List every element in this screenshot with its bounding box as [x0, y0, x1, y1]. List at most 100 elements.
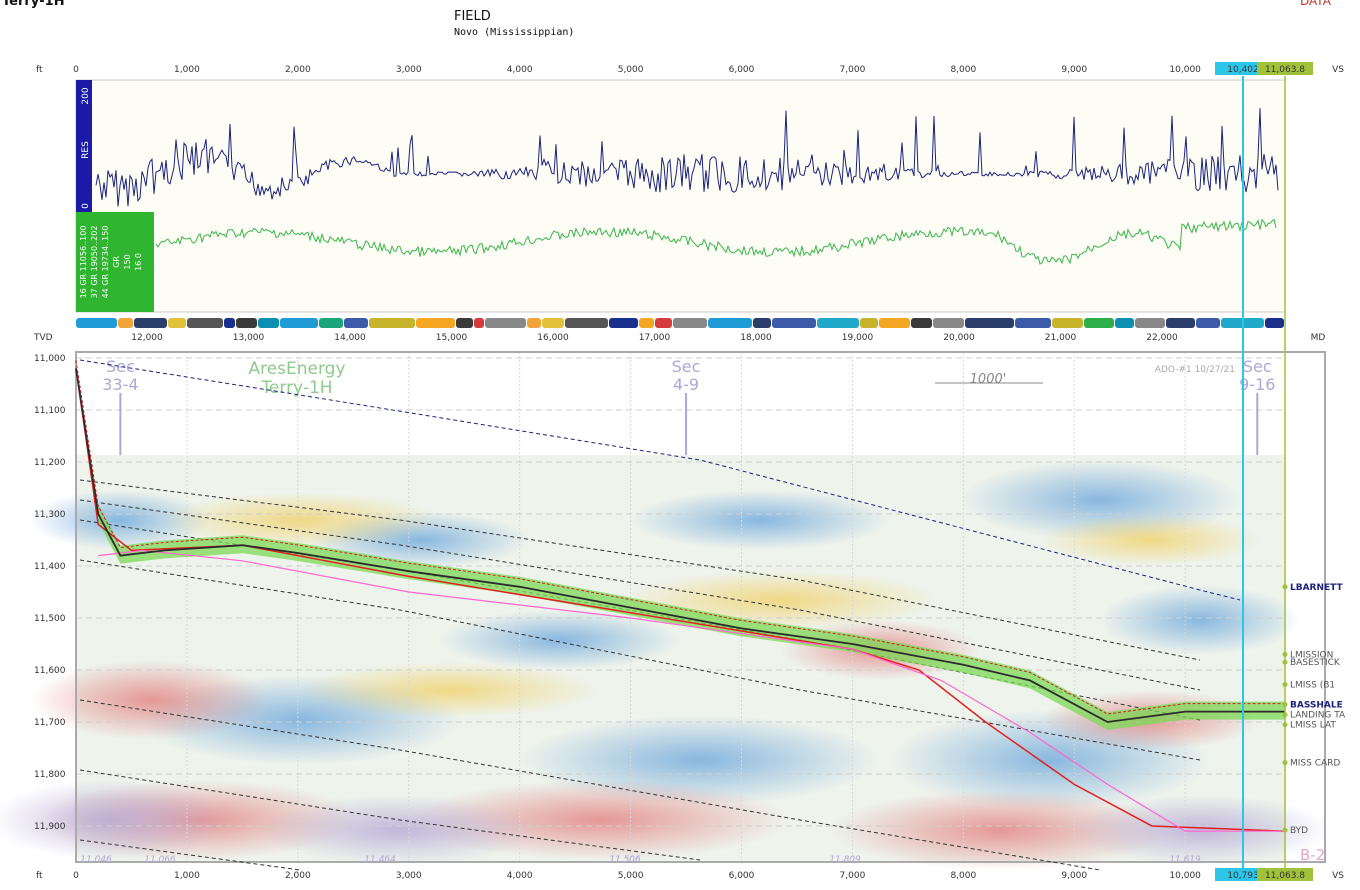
dip-line	[79, 499, 1201, 691]
formation-strip-segment	[860, 318, 878, 328]
gr-band-label: 16 GR 11056..100	[79, 226, 88, 299]
tvd-axis-tick: 11,400	[34, 562, 66, 572]
bottom-md-tick: 11,066	[144, 855, 176, 865]
axes: ft 0 1,000 2,000 3,000 4,000 5,000 6,000 7,000 8,…	[33, 62, 1344, 881]
formation-strip-segment	[118, 318, 133, 328]
gr-band	[76, 212, 154, 312]
stamp-label: ADO-#1 10/27/21	[1155, 365, 1235, 375]
formation-strip-segment	[76, 318, 117, 328]
well-path-upper	[75, 360, 1285, 715]
corner-label: B-2	[1300, 846, 1325, 864]
tvd-axis-tick: 11,700	[34, 718, 66, 728]
res-curve	[95, 108, 1279, 207]
seismic-background	[0, 455, 1330, 870]
bottom-axis-tick: 9,000	[1061, 871, 1087, 881]
bottom-md-tick: 11,506	[609, 855, 641, 865]
bottom-axis-tick: 8,000	[950, 871, 976, 881]
seismic-blob	[160, 492, 440, 548]
formation-strip-segment	[639, 318, 654, 328]
seismic-blob	[30, 660, 270, 740]
bottom-md-box	[1257, 868, 1313, 881]
formation-strip-segment	[474, 318, 484, 328]
formation-strip-segment	[134, 318, 167, 328]
formation-strip-segment	[1166, 318, 1195, 328]
formation-strip-segment	[224, 318, 235, 328]
well-label: Terry-1H	[260, 378, 332, 398]
formation-strip-segment	[1265, 318, 1284, 328]
well-path	[75, 368, 1285, 723]
dip-line	[79, 769, 701, 861]
formation-top-label: BASESTICK	[1290, 658, 1341, 668]
formation-strip-segment	[527, 318, 541, 328]
formation-top-label: LMISS LAT	[1290, 721, 1336, 731]
bottom-md-tick: 11,506	[609, 855, 641, 865]
top-right-label: DATA	[1300, 0, 1331, 8]
formation-top-label: BASSHALE	[1290, 700, 1343, 710]
res-band	[76, 80, 92, 212]
formation-top-label: LBARNETT	[1290, 583, 1344, 593]
bottom-axis-tick: 10,000	[1169, 871, 1201, 881]
section-label-top: Sec	[672, 357, 701, 376]
top-axis-tick: 1,000	[174, 65, 200, 75]
formation-top-label: BYD	[1290, 826, 1308, 836]
top-axis-tick: 3,000	[396, 65, 422, 75]
top-axis-vs-label: VS	[1332, 65, 1344, 75]
formation-strip-segment	[673, 318, 707, 328]
formation-strip-segment	[772, 318, 816, 328]
dip-line	[79, 699, 1101, 871]
formation-top-label: LMISSION	[1290, 650, 1333, 660]
bottom-axis-tick: 6,000	[729, 871, 755, 881]
tvd-axis-label: TVD	[33, 333, 53, 343]
formation-strip-segment	[933, 318, 964, 328]
formation-strip-segment	[236, 318, 257, 328]
bottom-axis-vs-label: VS	[1332, 871, 1344, 881]
top-axis-tick: 0	[73, 65, 79, 75]
formation-strip-segment	[456, 318, 473, 328]
bottom-axis-tick: 7,000	[840, 871, 866, 881]
md-marker-label: 11,063.8	[1265, 65, 1305, 75]
gr-band-label: 37 GR 19050..202	[90, 226, 99, 299]
md-axis-tick: 18,000	[740, 333, 772, 343]
seismic-blob	[440, 610, 680, 670]
log-track: 200 RES 0 16 GR 11056..100 37 GR 19050..202 4…	[75, 79, 1286, 328]
gr-band-label: 16.0	[134, 253, 143, 271]
formation-top-label: LANDING TA	[1290, 711, 1346, 721]
md-axis-tick: 16,000	[537, 333, 569, 343]
top-axis-tick: 5,000	[618, 65, 644, 75]
formation-strip-segment	[416, 318, 455, 328]
formation-strip-segment	[344, 318, 368, 328]
formation-strip-segment	[1084, 318, 1114, 328]
vs-marker-label: 10,402	[1227, 65, 1259, 75]
field-title: FIELD	[454, 9, 491, 24]
md-axis-label: MD	[1311, 333, 1326, 343]
section-label-bottom: 4-9	[673, 375, 699, 394]
tvd-axis-tick: 11,900	[34, 822, 66, 832]
bottom-vs-label: 10,793	[1227, 871, 1259, 881]
formation-strip-segment	[258, 318, 279, 328]
md-axis-tick: 19,000	[842, 333, 874, 343]
tvd-axis-tick: 11,300	[34, 510, 66, 520]
bottom-axis-tick: 1,000	[174, 871, 200, 881]
top-axis-tick: 6,000	[729, 65, 755, 75]
formation-strip-segment	[753, 318, 771, 328]
formation-strip-segment	[1115, 318, 1134, 328]
gr-curve	[155, 218, 1277, 265]
formation-strip-segment	[565, 318, 608, 328]
bottom-axis-tick: 5,000	[618, 871, 644, 881]
bottom-axis-tick: 4,000	[507, 871, 533, 881]
bottom-md-tick: 11,464	[364, 855, 396, 865]
formation-strip-segment	[655, 318, 672, 328]
formation-strip-segment	[879, 318, 910, 328]
seismic-blob	[1070, 795, 1330, 865]
section-label-top: Sec	[1243, 357, 1272, 376]
formation-strip-segment	[168, 318, 186, 328]
bottom-md-tick: 11,619	[1169, 855, 1201, 865]
red-path	[75, 368, 1286, 832]
tvd-axis-tick: 11,000	[34, 354, 66, 364]
formation-strip-segment	[369, 318, 415, 328]
formation-strip-segment	[1052, 318, 1083, 328]
field-subtitle: Novo (Mississippian)	[454, 27, 575, 38]
dip-line	[79, 479, 1201, 661]
